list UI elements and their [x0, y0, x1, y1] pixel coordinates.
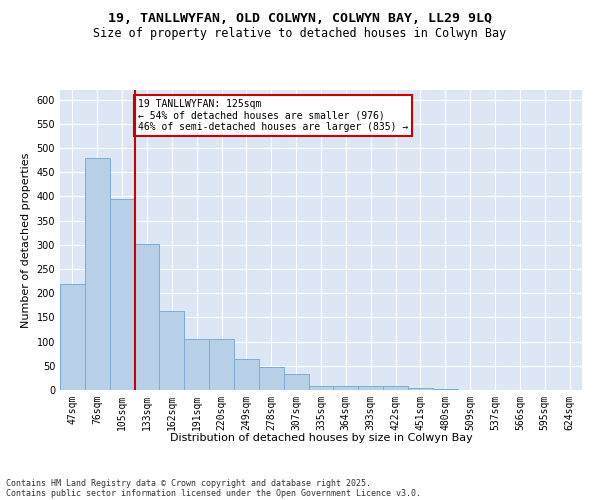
Bar	[60, 284, 85, 390]
Bar	[184, 338, 209, 390]
Bar	[383, 386, 408, 390]
Bar	[308, 386, 334, 390]
Bar	[334, 386, 358, 390]
Bar	[234, 359, 259, 390]
Bar	[134, 244, 160, 390]
Bar	[110, 199, 134, 390]
Bar	[209, 338, 234, 390]
Bar	[259, 368, 284, 390]
Bar	[85, 158, 110, 390]
Text: Contains HM Land Registry data © Crown copyright and database right 2025.: Contains HM Land Registry data © Crown c…	[6, 478, 371, 488]
Text: 19, TANLLWYFAN, OLD COLWYN, COLWYN BAY, LL29 9LQ: 19, TANLLWYFAN, OLD COLWYN, COLWYN BAY, …	[108, 12, 492, 26]
Bar	[284, 374, 308, 390]
Bar	[408, 388, 433, 390]
X-axis label: Distribution of detached houses by size in Colwyn Bay: Distribution of detached houses by size …	[170, 433, 472, 443]
Bar	[358, 386, 383, 390]
Bar	[433, 389, 458, 390]
Text: 19 TANLLWYFAN: 125sqm
← 54% of detached houses are smaller (976)
46% of semi-det: 19 TANLLWYFAN: 125sqm ← 54% of detached …	[139, 99, 409, 132]
Y-axis label: Number of detached properties: Number of detached properties	[21, 152, 31, 328]
Text: Contains public sector information licensed under the Open Government Licence v3: Contains public sector information licen…	[6, 488, 421, 498]
Text: Size of property relative to detached houses in Colwyn Bay: Size of property relative to detached ho…	[94, 28, 506, 40]
Bar	[160, 311, 184, 390]
